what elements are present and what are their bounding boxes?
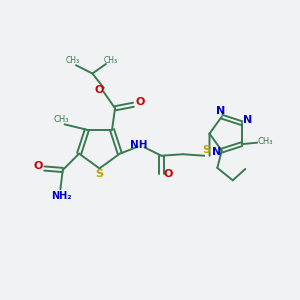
Text: CH₃: CH₃ — [103, 56, 117, 65]
Text: S: S — [202, 146, 211, 155]
Text: CH₃: CH₃ — [66, 56, 80, 65]
Text: N: N — [243, 115, 252, 125]
Text: N: N — [216, 106, 225, 116]
Text: O: O — [33, 160, 43, 170]
Text: O: O — [94, 85, 104, 95]
Text: NH: NH — [130, 140, 148, 150]
Text: CH₃: CH₃ — [258, 137, 273, 146]
Text: NH₂: NH₂ — [51, 191, 72, 201]
Text: O: O — [135, 98, 145, 107]
Text: O: O — [163, 169, 173, 179]
Text: S: S — [95, 169, 104, 179]
Text: CH₃: CH₃ — [53, 115, 69, 124]
Text: N: N — [212, 147, 221, 157]
